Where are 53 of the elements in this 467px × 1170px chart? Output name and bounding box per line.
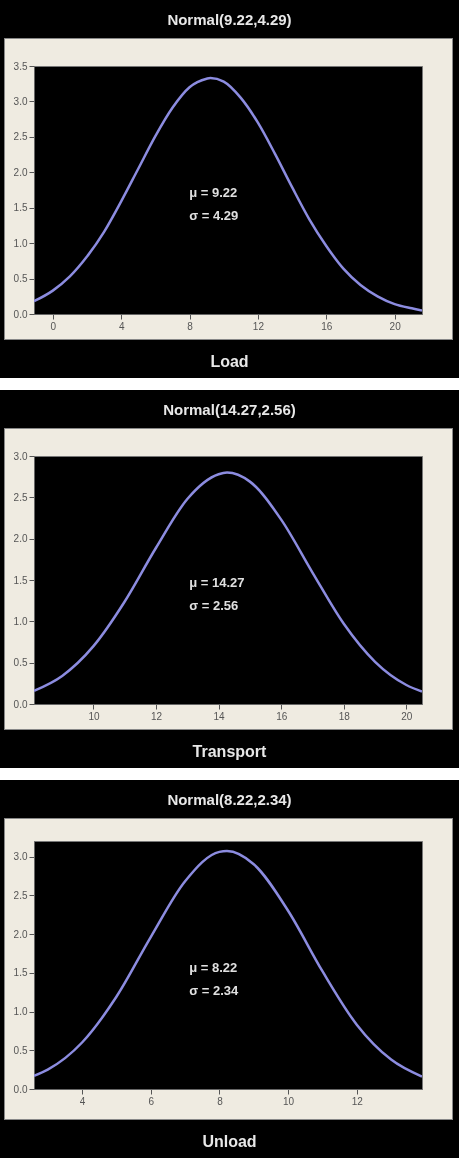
y-tick-label: 1.5 [13, 967, 28, 979]
x-tick-label: 4 [118, 320, 125, 332]
y-tick-label: 0.5 [13, 273, 28, 285]
x-tick-label: 12 [351, 1095, 364, 1107]
x-tick-label: 10 [283, 1095, 295, 1107]
y-tick-label: 3.0 [13, 851, 28, 862]
x-tick-label: 4 [79, 1095, 86, 1107]
x-tick-label: 0 [50, 320, 57, 332]
y-tick-label: 2.5 [13, 131, 28, 143]
chart-title: Normal(9.22,4.29) [166, 10, 293, 30]
chart-title: Normal(14.27,2.56) [162, 400, 297, 420]
y-tick-label: 1.0 [13, 615, 28, 627]
x-tick-label: 16 [276, 710, 288, 722]
y-tick-label: 0.0 [13, 1083, 28, 1095]
y-tick-label: 1.0 [13, 1006, 28, 1017]
y-tick-label: 3.0 [13, 450, 28, 462]
x-tick-label: 12 [252, 320, 265, 332]
annotation: μ = 14.27 [189, 575, 245, 591]
x-tick-label: 12 [150, 710, 163, 722]
x-tick-label: 18 [338, 710, 351, 722]
y-tick-label: 2.0 [13, 533, 28, 545]
x-tick-label: 10 [88, 710, 100, 722]
x-tick-label: 20 [401, 710, 413, 722]
x-axis-title: Load [209, 352, 250, 372]
annotation: σ = 4.29 [189, 208, 239, 224]
y-tick-label: 1.5 [13, 202, 28, 214]
chart-title: Normal(8.22,2.34) [166, 790, 293, 810]
y-tick-label: 0.5 [13, 1044, 28, 1056]
x-tick-label: 8 [217, 1095, 224, 1107]
y-tick-label: 0.0 [13, 698, 28, 710]
y-tick-label: 3.0 [13, 95, 28, 107]
y-tick-label: 1.5 [13, 574, 28, 586]
x-tick-label: 16 [321, 320, 333, 332]
x-tick-label: 6 [148, 1095, 155, 1107]
x-tick-label: 14 [213, 710, 226, 722]
annotation: σ = 2.34 [189, 983, 239, 999]
line-series [34, 849, 422, 1078]
x-tick-label: 8 [187, 320, 194, 332]
x-axis-title: Transport [191, 742, 268, 762]
annotation: μ = 8.22 [189, 960, 238, 976]
y-tick-label: 1.0 [13, 237, 28, 249]
x-axis-title: Unload [201, 1132, 258, 1152]
y-tick-label: 2.5 [13, 889, 28, 901]
annotation: σ = 2.56 [189, 598, 239, 614]
line-series [34, 471, 422, 693]
y-tick-label: 0.5 [13, 657, 28, 669]
x-tick-label: 20 [389, 320, 402, 332]
y-tick-label: 2.5 [13, 491, 28, 503]
y-tick-label: 3.5 [13, 60, 28, 72]
annotation: μ = 9.22 [189, 185, 238, 201]
y-tick-label: 0.0 [13, 308, 28, 320]
y-tick-label: 2.0 [13, 166, 28, 178]
y-tick-label: 2.0 [13, 928, 28, 940]
